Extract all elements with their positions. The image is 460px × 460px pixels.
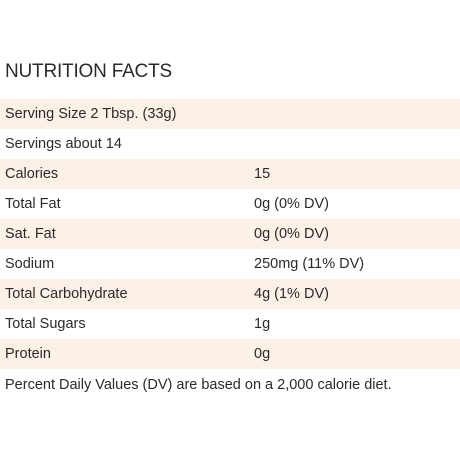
serving-size-text: Serving Size 2 Tbsp. (33g) <box>5 106 177 122</box>
nutrient-label: Protein <box>5 346 51 362</box>
nutrient-row-sodium: Sodium 250mg (11% DV) <box>0 249 460 279</box>
nutrient-value: 4g (1% DV) <box>254 286 329 302</box>
nutrient-value: 1g <box>254 316 271 332</box>
nutrient-value: 0g (0% DV) <box>254 226 329 242</box>
servings-text: Servings about 14 <box>5 136 122 152</box>
nutrient-label: Total Fat <box>5 196 61 212</box>
nutrient-value: 15 <box>254 166 271 182</box>
daily-value-footnote: Percent Daily Values (DV) are based on a… <box>5 377 392 393</box>
nutrient-label: Total Carbohydrate <box>5 286 128 302</box>
nutrient-row-total-fat: Total Fat 0g (0% DV) <box>0 189 460 219</box>
nutrient-row-total-carbohydrate: Total Carbohydrate 4g (1% DV) <box>0 279 460 309</box>
nutrient-value: 0g <box>254 346 271 362</box>
nutrient-row-sat-fat: Sat. Fat 0g (0% DV) <box>0 219 460 249</box>
nutrient-label: Sodium <box>5 256 55 272</box>
nutrient-label: Total Sugars <box>5 316 86 332</box>
nutrient-row-calories: Calories 15 <box>0 159 460 189</box>
nutrition-facts-title: NUTRITION FACTS <box>5 61 172 82</box>
servings-row: Servings about 14 <box>0 129 460 159</box>
nutrient-value: 0g (0% DV) <box>254 196 329 212</box>
nutrient-row-total-sugars: Total Sugars 1g <box>0 309 460 339</box>
nutrient-label: Sat. Fat <box>5 226 56 242</box>
nutrient-row-protein: Protein 0g <box>0 339 460 369</box>
nutrient-value: 250mg (11% DV) <box>254 256 365 272</box>
serving-size-row: Serving Size 2 Tbsp. (33g) <box>0 99 460 129</box>
nutrient-label: Calories <box>5 166 59 182</box>
nutrition-table: Serving Size 2 Tbsp. (33g) Servings abou… <box>0 99 460 369</box>
